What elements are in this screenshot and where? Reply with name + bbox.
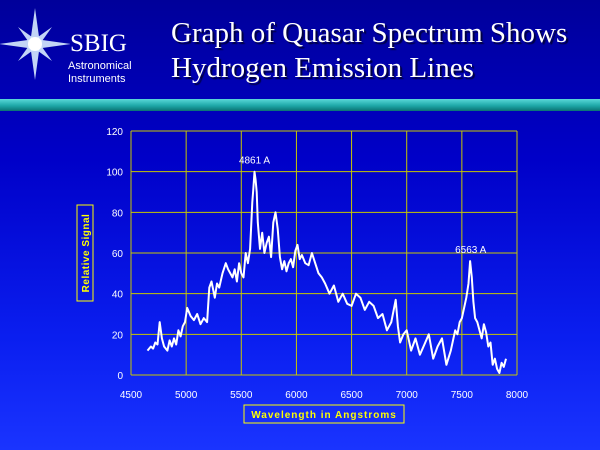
star-core — [28, 37, 42, 51]
x-tick-label: 5500 — [230, 390, 253, 401]
x-tick-label: 7000 — [396, 390, 419, 401]
x-tick-label: 6000 — [285, 390, 308, 401]
star-ray — [35, 39, 70, 49]
y-tick-label: 80 — [112, 208, 124, 219]
slide-title: Graph of Quasar Spectrum Shows Hydrogen … — [171, 17, 568, 84]
chart-grid — [130, 130, 518, 376]
peak-annotation: 6563 A — [455, 245, 486, 256]
y-tick-label: 20 — [112, 330, 124, 341]
y-axis-label-box — [76, 204, 94, 302]
y-tick-label: 100 — [106, 168, 123, 179]
y-tick-label: 120 — [106, 127, 123, 138]
chart-ticks: 0 20 40 60 80 100 120 4500 5000 5500 6000 6500 7000 7… — [106, 127, 528, 401]
spectrum-line — [146, 170, 507, 374]
header-divider — [0, 99, 600, 111]
brand-name: SBIG — [70, 30, 127, 57]
chart-series — [146, 170, 507, 374]
x-tick-label: 6500 — [340, 390, 363, 401]
x-axis-label-box — [243, 404, 405, 424]
star-ray — [30, 8, 40, 44]
x-axis-label: Wavelength in Angstroms — [251, 410, 397, 421]
x-tick-label: 5000 — [175, 390, 198, 401]
star-burst-icon — [0, 8, 70, 80]
x-tick-label: 8000 — [506, 390, 529, 401]
chart-axis-labels: Wavelength in Angstroms Relative Signal — [76, 204, 405, 424]
star-ray — [30, 44, 40, 80]
brand-subtitle: Astronomical Instruments — [68, 60, 132, 85]
x-tick-label: 7500 — [451, 390, 474, 401]
y-tick-label: 60 — [112, 249, 124, 260]
peak-annotation: 4861 A — [239, 156, 270, 167]
y-tick-label: 0 — [117, 371, 123, 382]
chart-annotations: 4861 A 6563 A — [239, 156, 487, 256]
star-ray — [0, 39, 35, 49]
y-tick-label: 40 — [112, 290, 124, 301]
y-axis-label: Relative Signal — [81, 214, 92, 293]
x-tick-label: 4500 — [120, 390, 143, 401]
